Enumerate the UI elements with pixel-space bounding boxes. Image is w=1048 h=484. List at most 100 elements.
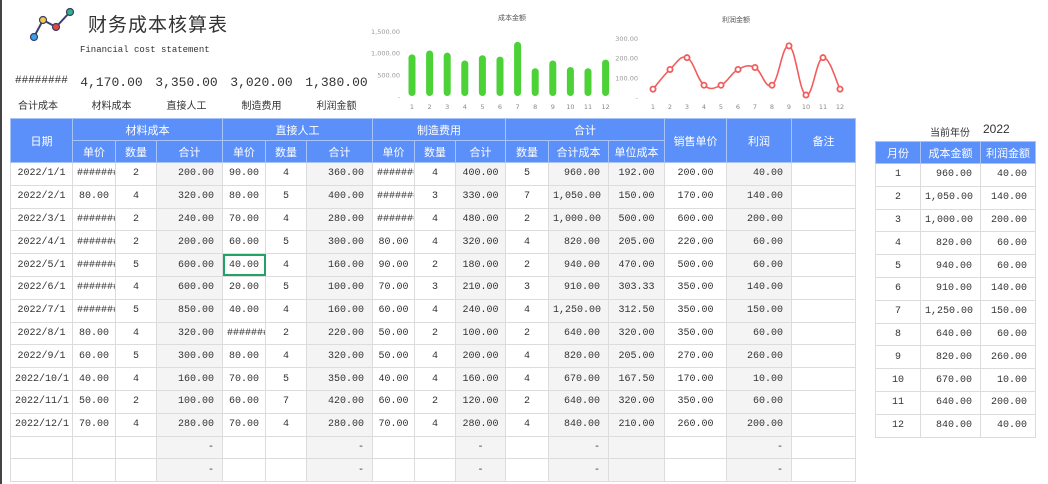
cell-o-price[interactable]: 50.00 [372,344,415,369]
cell-t-qty[interactable]: 2 [505,389,549,414]
cell-u-cost[interactable] [607,458,666,483]
cell-o-price[interactable]: ####### [372,184,415,209]
header-labor-qty[interactable]: 数量 [265,140,307,163]
bar[interactable] [566,66,574,96]
cell-note[interactable] [791,207,857,232]
cell-m-sum[interactable]: 200.00 [156,230,223,255]
table-row[interactable]: 2022/3/1 ####### 2 240.00 70.00 4 280.00 ######… [10,207,857,232]
cell-month[interactable]: 2 [875,185,921,210]
cell-l-qty[interactable]: 4 [265,253,307,277]
cell-u-cost[interactable]: 167.50 [607,367,666,391]
cell-t-qty[interactable]: 2 [505,253,549,277]
cell-m-sum[interactable]: - [156,435,223,460]
summary-profit[interactable]: 1,380.00 [305,75,368,90]
cell-o-price[interactable]: 60.00 [372,389,415,414]
cell-l-sum[interactable]: 350.00 [306,367,373,391]
cell-date[interactable]: 2022/5/1 [10,253,73,277]
cell-o-sum[interactable]: 180.00 [455,253,506,277]
cell-m-sum[interactable]: 200.00 [156,162,223,186]
table-row[interactable]: 2022/11/1 50.00 2 100.00 60.00 7 420.00 60.00 2 1… [10,389,857,414]
header-labor[interactable]: 直接人工 [222,118,373,141]
cell-m-qty[interactable]: 4 [115,321,157,346]
cell-l-sum[interactable]: 300.00 [306,230,373,255]
cell-u-cost[interactable]: 470.00 [607,253,666,277]
cell-month[interactable]: 12 [875,413,921,438]
cell-l-price[interactable]: 60.00 [222,389,266,414]
cell-sale[interactable]: 350.00 [664,298,728,323]
cell-note[interactable] [791,162,857,186]
cell-l-sum[interactable]: 280.00 [306,412,373,437]
bar[interactable] [443,52,451,96]
cell-date[interactable]: 2022/2/1 [10,184,73,209]
cell-o-sum[interactable]: 200.00 [455,344,506,369]
cell-month[interactable]: 3 [875,208,921,233]
table-row[interactable]: 2022/6/1 ####### 4 600.00 20.00 5 100.00 70.00 3… [10,275,857,300]
header-total-cost[interactable]: 合计成本 [548,140,609,163]
cell-sale[interactable]: 600.00 [664,207,728,232]
cell-t-cost[interactable]: - [548,458,609,483]
cell-u-cost[interactable]: 320.00 [607,389,666,414]
cell-t-cost[interactable]: 820.00 [548,344,609,369]
cell-l-sum[interactable]: - [306,435,373,460]
cell-t-qty[interactable] [505,458,549,483]
cell-profit-amount[interactable]: 200.00 [980,390,1036,415]
cell-note[interactable] [791,184,857,209]
header-material-unit-price[interactable]: 单价 [72,140,116,163]
cell-o-sum[interactable]: 160.00 [455,367,506,391]
cell-month[interactable]: 6 [875,276,921,301]
cell-t-qty[interactable]: 5 [505,162,549,186]
cell-profit[interactable]: 200.00 [726,412,793,437]
header-date[interactable]: 日期 [10,118,73,163]
cell-m-sum[interactable]: 850.00 [156,298,223,323]
header-labor-unit-price[interactable]: 单价 [222,140,266,163]
cell-o-sum[interactable]: - [455,435,506,460]
cell-l-price[interactable]: 80.00 [222,344,266,369]
cell-o-qty[interactable]: 4 [414,298,456,323]
bar[interactable] [478,55,486,96]
header-unit-cost[interactable]: 单位成本 [607,140,666,163]
selected-cell[interactable]: 40.00 [222,253,266,277]
header-total[interactable]: 合计 [504,118,666,141]
cell-o-qty[interactable]: 4 [414,344,456,369]
table-row[interactable]: ----- [10,458,857,483]
cell-t-qty[interactable]: 4 [505,230,549,255]
cell-cost-amount[interactable]: 940.00 [920,254,981,278]
cell-cost-amount[interactable]: 820.00 [920,345,981,370]
cell-o-sum[interactable]: 480.00 [455,207,506,232]
data-point[interactable] [700,81,708,89]
data-point[interactable] [734,65,742,73]
cell-month[interactable]: 9 [875,345,921,370]
cell-m-price[interactable] [72,458,116,483]
cell-cost-amount[interactable]: 1,000.00 [920,208,981,233]
cell-t-qty[interactable]: 2 [505,207,549,232]
current-year-value[interactable]: 2022 [983,122,1010,136]
cell-m-sum[interactable]: 280.00 [156,412,223,437]
cell-u-cost[interactable]: 205.00 [607,344,666,369]
table-row[interactable]: ----- [10,435,857,460]
cell-sale[interactable]: 200.00 [664,162,728,186]
cell-o-sum[interactable]: - [455,458,506,483]
cell-m-qty[interactable] [115,458,157,483]
cell-l-qty[interactable]: 7 [265,389,307,414]
cell-note[interactable] [791,321,857,346]
cell-m-qty[interactable]: 4 [115,412,157,437]
cell-o-price[interactable] [372,435,415,460]
bar[interactable] [461,60,469,96]
summary-row[interactable]: 10 670.00 10.00 [875,368,1036,392]
cell-profit[interactable]: 40.00 [726,162,793,186]
cell-sale[interactable]: 350.00 [664,321,728,346]
cell-m-qty[interactable]: 5 [115,253,157,277]
cell-t-qty[interactable]: 4 [505,298,549,323]
cell-profit-amount[interactable]: 10.00 [980,368,1036,392]
cell-l-sum[interactable]: 280.00 [306,207,373,232]
cell-t-qty[interactable]: 3 [505,275,549,300]
cell-cost-amount[interactable]: 910.00 [920,276,981,301]
cell-note[interactable] [791,275,857,300]
cell-o-qty[interactable]: 3 [414,184,456,209]
header-month[interactable]: 月份 [875,141,921,164]
cell-l-qty[interactable]: 4 [265,412,307,437]
cell-sale[interactable]: 170.00 [664,367,728,391]
cell-m-sum[interactable]: - [156,458,223,483]
cell-o-qty[interactable]: 3 [414,275,456,300]
table-row[interactable]: 2022/9/1 60.00 5 300.00 80.00 4 320.00 50.00 4 20… [10,344,857,369]
